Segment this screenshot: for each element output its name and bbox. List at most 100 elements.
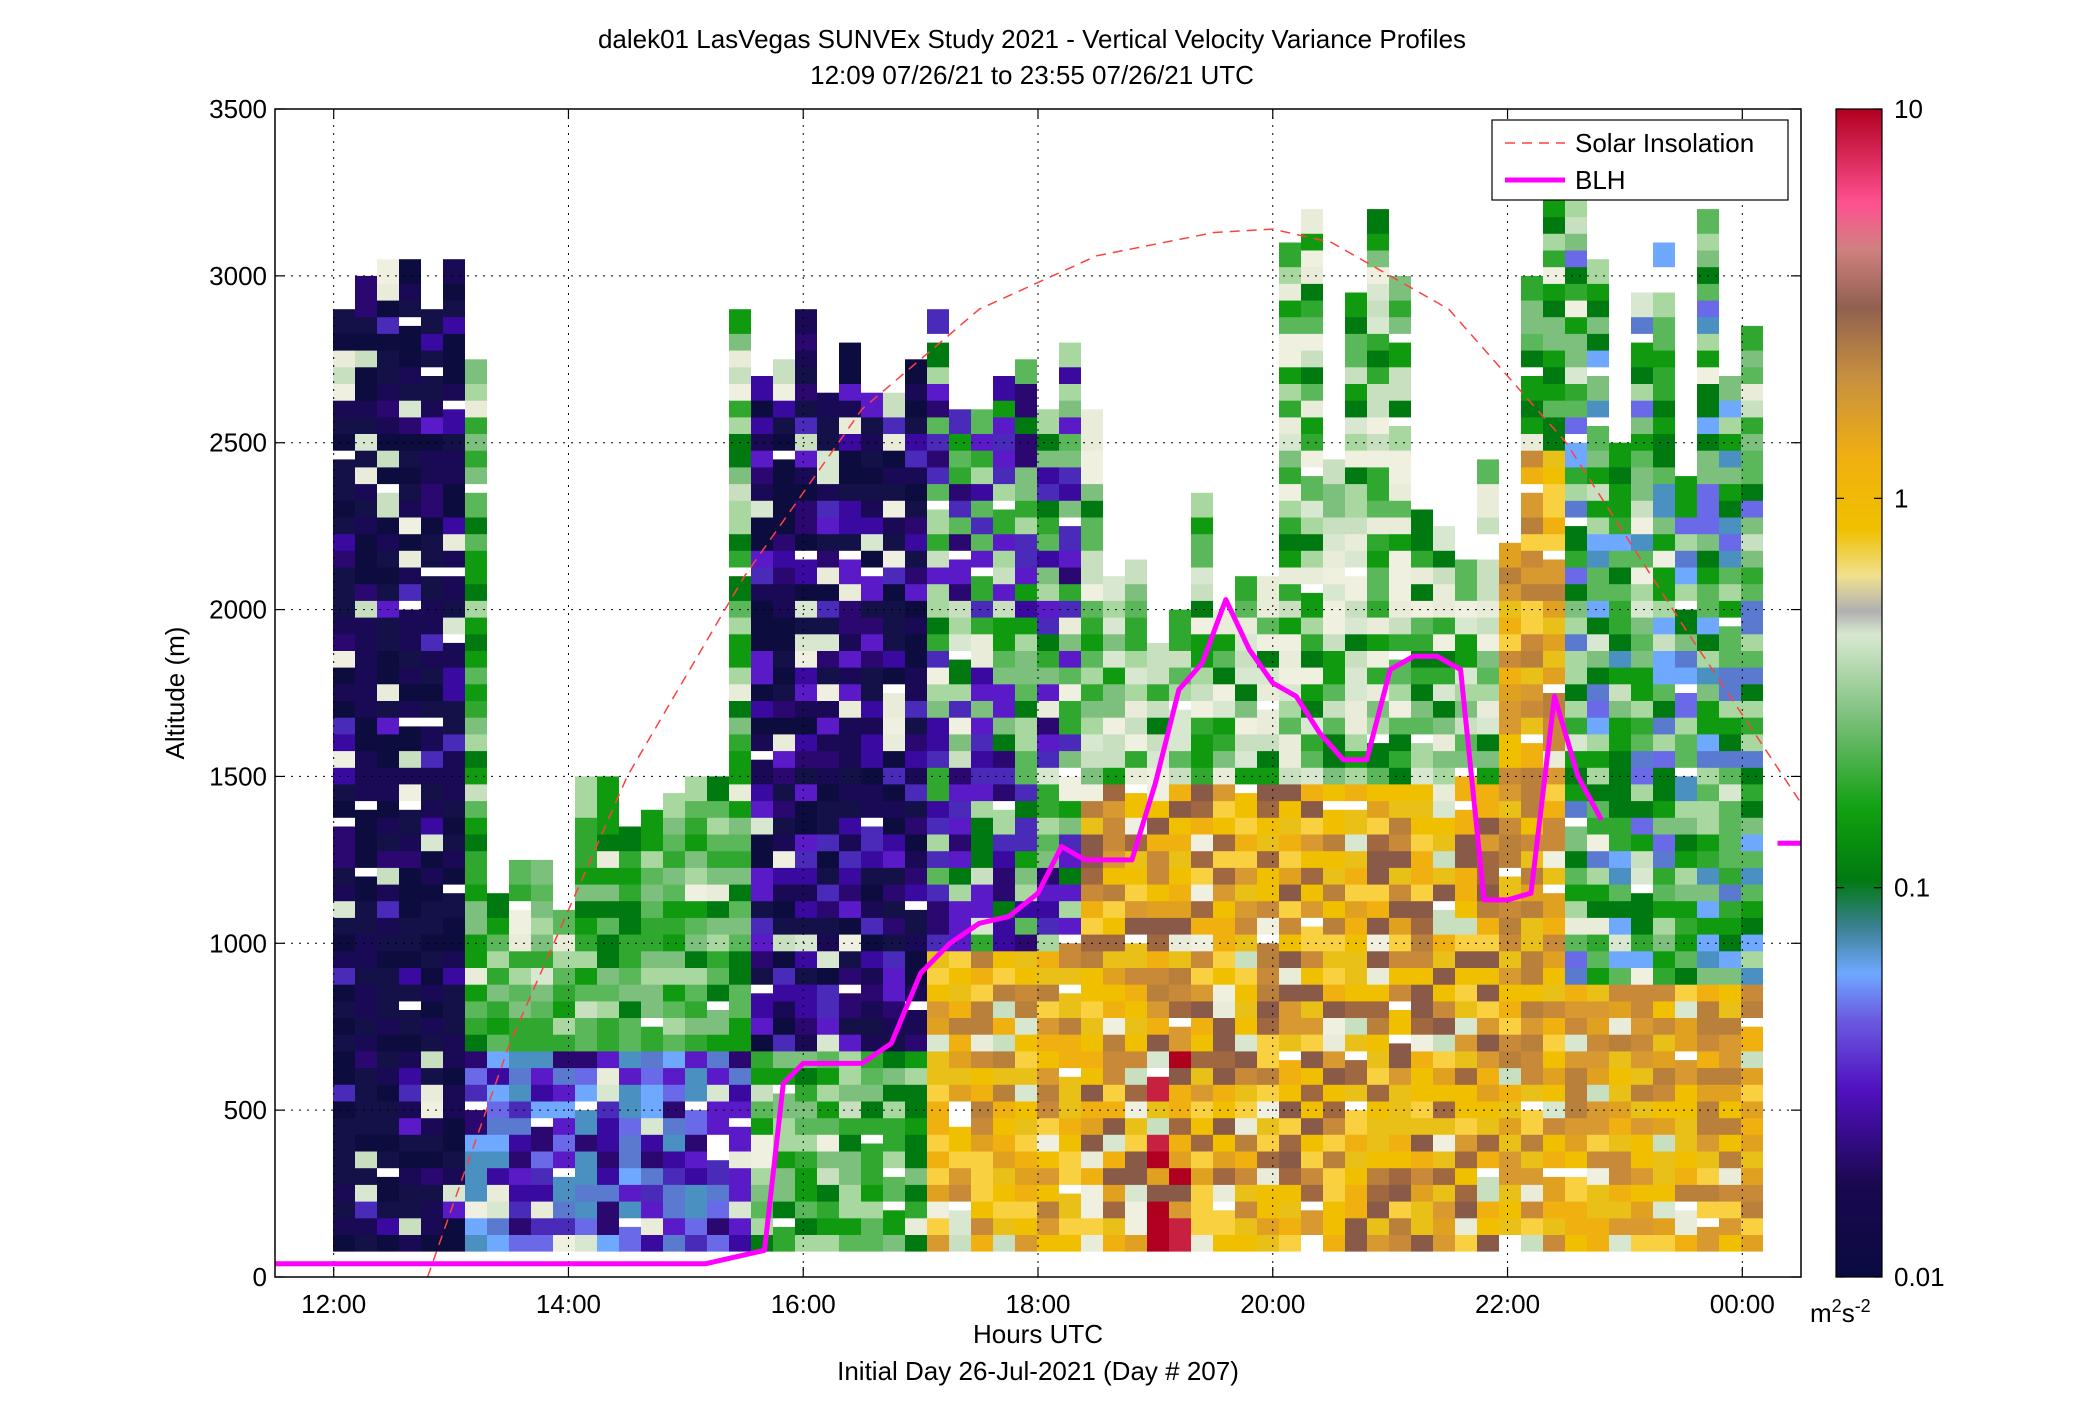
heatmap-cell <box>1235 793 1257 818</box>
heatmap-cell <box>1279 242 1301 268</box>
heatmap-cell <box>1411 743 1433 768</box>
heatmap-cell <box>1697 1226 1719 1252</box>
colorbar-tick-label: 1 <box>1894 483 1908 513</box>
heatmap-cell <box>1059 1076 1081 1102</box>
heatmap-cell <box>949 1126 971 1152</box>
heatmap-cell <box>1169 609 1191 635</box>
heatmap-cell <box>861 392 883 418</box>
heatmap-cell <box>1587 259 1609 284</box>
legend-blh-label: BLH <box>1575 165 1626 195</box>
y-tick-label: 3000 <box>209 261 267 291</box>
heatmap-cell <box>399 325 421 351</box>
y-axis-ticks: 0 500 1000 1500 2000 2500 3000 3500 <box>209 94 1801 1292</box>
heatmap-cell <box>1345 1110 1367 1135</box>
x-tick-label: 18:00 <box>1005 1289 1070 1319</box>
heatmap-cell <box>729 576 751 601</box>
heatmap-cell <box>487 893 509 918</box>
heatmap-cell <box>1719 626 1741 651</box>
heatmap-cell <box>421 309 443 334</box>
heatmap-cell <box>1059 943 1081 968</box>
heatmap-cell <box>597 776 619 802</box>
heatmap-cell <box>1125 943 1147 968</box>
colorbar-unit-sup1: 2 <box>1832 1296 1842 1316</box>
heatmap-cell <box>399 726 421 752</box>
heatmap-cell <box>1301 926 1323 952</box>
heatmap-cell <box>641 1026 663 1052</box>
heatmap-cell <box>1653 292 1675 318</box>
heatmap-cell <box>1477 459 1499 485</box>
heatmap-cell <box>927 342 949 368</box>
heatmap-cell <box>1059 1193 1081 1219</box>
heatmap-cell <box>773 359 795 384</box>
heatmap-cell <box>1301 1210 1323 1235</box>
heatmap-cell <box>861 826 883 852</box>
heatmap-cell <box>971 576 993 601</box>
heatmap-cell <box>1389 1010 1411 1035</box>
heatmap-cell <box>575 776 597 802</box>
heatmap-cell <box>1147 642 1169 668</box>
heatmap-cell <box>1631 292 1653 318</box>
heatmap-cell <box>1741 1026 1763 1052</box>
heatmap-cell <box>1521 743 1543 768</box>
y-axis-label: Altitude (m) <box>160 627 190 760</box>
solar-insolation-line <box>426 228 1802 1278</box>
heatmap-cell <box>1301 476 1323 501</box>
heatmap-cell <box>839 342 861 368</box>
y-tick-label: 2500 <box>209 428 267 458</box>
blh-line <box>275 597 1604 1267</box>
heatmap-cell <box>377 259 399 284</box>
heatmap-cell <box>1675 609 1697 635</box>
heatmap-cell <box>1345 809 1367 835</box>
heatmap-cell <box>1257 576 1279 601</box>
heatmap-cell <box>861 1143 883 1169</box>
heatmap-cell <box>1543 559 1565 585</box>
heatmap-cell <box>1433 526 1455 551</box>
heatmap-cell <box>1675 1210 1697 1235</box>
heatmap-cell <box>1631 893 1653 918</box>
heatmap-cell <box>927 309 949 334</box>
heatmap-cell <box>707 1160 729 1185</box>
heatmap-cell <box>1213 1210 1235 1235</box>
heatmap-cell <box>795 559 817 585</box>
heatmap-cell <box>1125 793 1147 818</box>
heatmap-cell <box>817 392 839 418</box>
heatmap-cell <box>1301 209 1323 234</box>
y-tick-label: 500 <box>224 1095 267 1125</box>
colorbar-unit-base: m <box>1810 1298 1832 1328</box>
heatmap-cell <box>993 509 1015 535</box>
heatmap-cell <box>993 809 1015 835</box>
heatmap-cell <box>1081 409 1103 434</box>
heatmap-cell <box>1741 325 1763 351</box>
heatmap-cell <box>1345 292 1367 318</box>
y-tick-label: 2000 <box>209 595 267 625</box>
heatmap-cell <box>1565 526 1587 551</box>
heatmap-cell <box>421 376 443 401</box>
heatmap-cell <box>1631 342 1653 368</box>
x-tick-label: 16:00 <box>771 1289 836 1319</box>
heatmap-cell <box>1059 993 1081 1018</box>
heatmap-cell <box>1565 442 1587 468</box>
heatmap-cell <box>443 893 465 918</box>
colorbar-gradient <box>1835 108 1883 1278</box>
colorbar-tick-label: 10 <box>1894 94 1923 124</box>
heatmap-cell <box>883 1176 905 1202</box>
heatmap-cell <box>905 359 927 384</box>
heatmap-cell <box>1499 542 1521 568</box>
heatmap-cell <box>1477 559 1499 585</box>
heatmap-cell <box>1279 1060 1301 1085</box>
heatmap-cell <box>1147 1076 1169 1102</box>
heatmap-cell <box>1675 776 1697 802</box>
heatmap-cell <box>531 1126 553 1152</box>
heatmap-cell <box>751 759 773 785</box>
colorbar-tick-label: 0.01 <box>1894 1262 1945 1292</box>
heatmap-cell <box>795 309 817 334</box>
heatmap-cell <box>905 909 927 935</box>
colorbar-ticks: 10 1 0.1 0.01 <box>1836 94 1945 1292</box>
heatmap-cell <box>1169 1026 1191 1052</box>
heatmap-cell <box>355 809 377 835</box>
heatmap-cell <box>421 576 443 601</box>
heatmap-cell <box>1015 359 1037 384</box>
heatmap-cell <box>1389 426 1411 451</box>
heatmap-cell <box>1059 342 1081 368</box>
heatmap-cell <box>751 993 773 1018</box>
